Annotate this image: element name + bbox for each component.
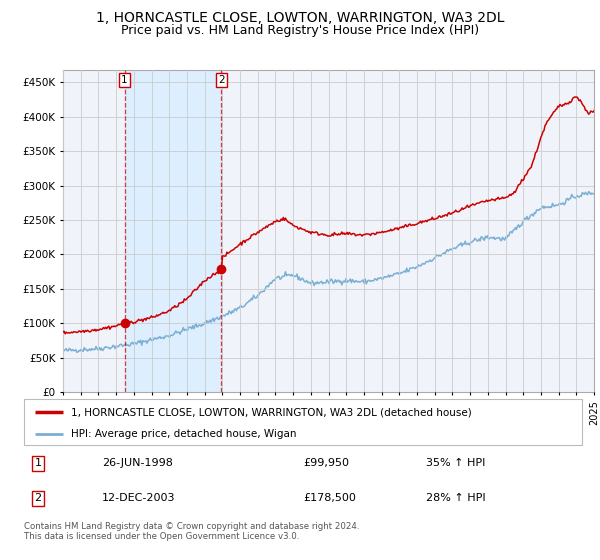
Text: 1, HORNCASTLE CLOSE, LOWTON, WARRINGTON, WA3 2DL: 1, HORNCASTLE CLOSE, LOWTON, WARRINGTON,…	[96, 11, 504, 25]
Text: Contains HM Land Registry data © Crown copyright and database right 2024.
This d: Contains HM Land Registry data © Crown c…	[24, 522, 359, 542]
Text: 1, HORNCASTLE CLOSE, LOWTON, WARRINGTON, WA3 2DL (detached house): 1, HORNCASTLE CLOSE, LOWTON, WARRINGTON,…	[71, 407, 472, 417]
Text: £99,950: £99,950	[303, 459, 349, 468]
Text: 28% ↑ HPI: 28% ↑ HPI	[426, 493, 485, 503]
Text: HPI: Average price, detached house, Wigan: HPI: Average price, detached house, Wiga…	[71, 429, 297, 438]
Text: £178,500: £178,500	[303, 493, 356, 503]
Text: 2: 2	[34, 493, 41, 503]
Bar	[125, 70, 221, 392]
Text: 12-DEC-2003: 12-DEC-2003	[102, 493, 176, 503]
Text: 2: 2	[218, 75, 225, 85]
Text: 1: 1	[121, 75, 128, 85]
FancyBboxPatch shape	[24, 399, 582, 445]
Text: Price paid vs. HM Land Registry's House Price Index (HPI): Price paid vs. HM Land Registry's House …	[121, 24, 479, 36]
Text: 1: 1	[34, 459, 41, 468]
Text: 35% ↑ HPI: 35% ↑ HPI	[426, 459, 485, 468]
Text: 26-JUN-1998: 26-JUN-1998	[102, 459, 173, 468]
